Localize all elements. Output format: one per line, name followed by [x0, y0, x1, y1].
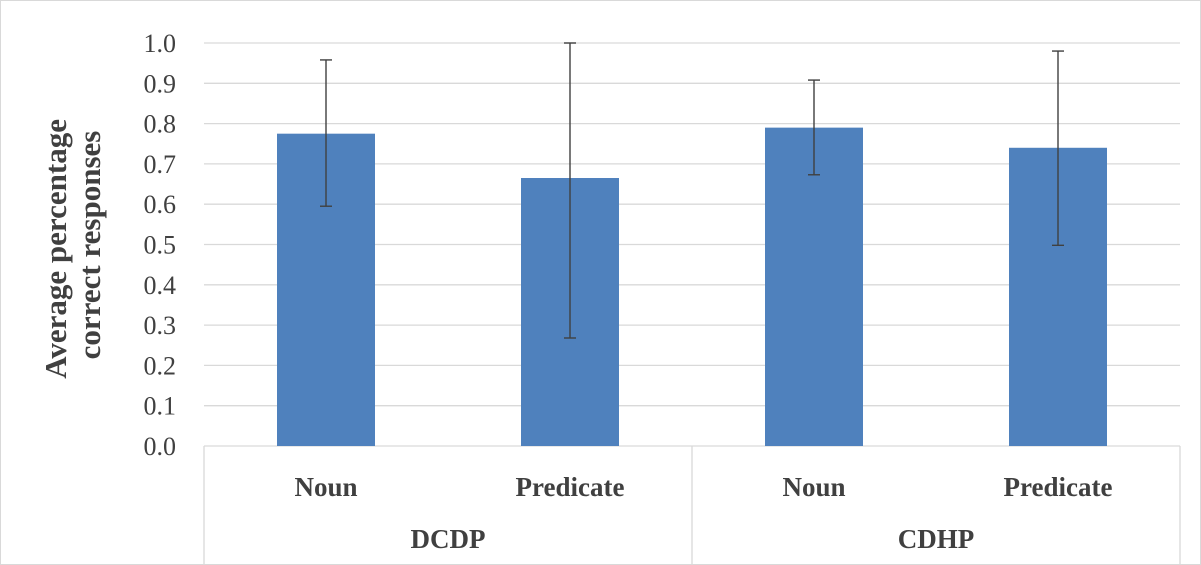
y-tick-label: 0.2	[144, 351, 177, 380]
y-tick-label: 1.0	[144, 29, 177, 58]
error-bars	[320, 42, 1064, 339]
y-tick-label: 0.0	[144, 432, 177, 461]
y-tick-label: 0.5	[144, 231, 177, 260]
x-category-label: Noun	[782, 472, 845, 502]
y-axis-label-line-2: correct responses	[72, 131, 107, 360]
y-axis-label: Average percentage correct responses	[38, 111, 107, 378]
y-tick-label: 0.8	[144, 110, 177, 139]
bar-cdhp-noun	[765, 127, 863, 446]
x-axis: Noun Predicate DCDP Noun Predicate CDHP	[203, 446, 1181, 565]
x-category-label: Predicate	[516, 472, 625, 502]
y-tick-label: 0.9	[144, 69, 177, 98]
y-axis-ticks: 0.0 0.1 0.2 0.3 0.4 0.5 0.6 0.7 0.8 0.9 1.0	[144, 29, 177, 461]
y-tick-label: 0.7	[144, 150, 177, 179]
y-tick-label: 0.4	[144, 271, 177, 300]
bars	[277, 127, 1107, 447]
y-tick-label: 0.1	[144, 392, 177, 421]
y-tick-label: 0.6	[144, 190, 177, 219]
x-category-label: Noun	[294, 472, 357, 502]
y-axis-label-line-1: Average percentage	[38, 119, 73, 379]
x-group-label: CDHP	[898, 524, 975, 554]
x-group-label: DCDP	[411, 524, 486, 554]
x-category-label: Predicate	[1004, 472, 1113, 502]
y-tick-label: 0.3	[144, 311, 177, 340]
